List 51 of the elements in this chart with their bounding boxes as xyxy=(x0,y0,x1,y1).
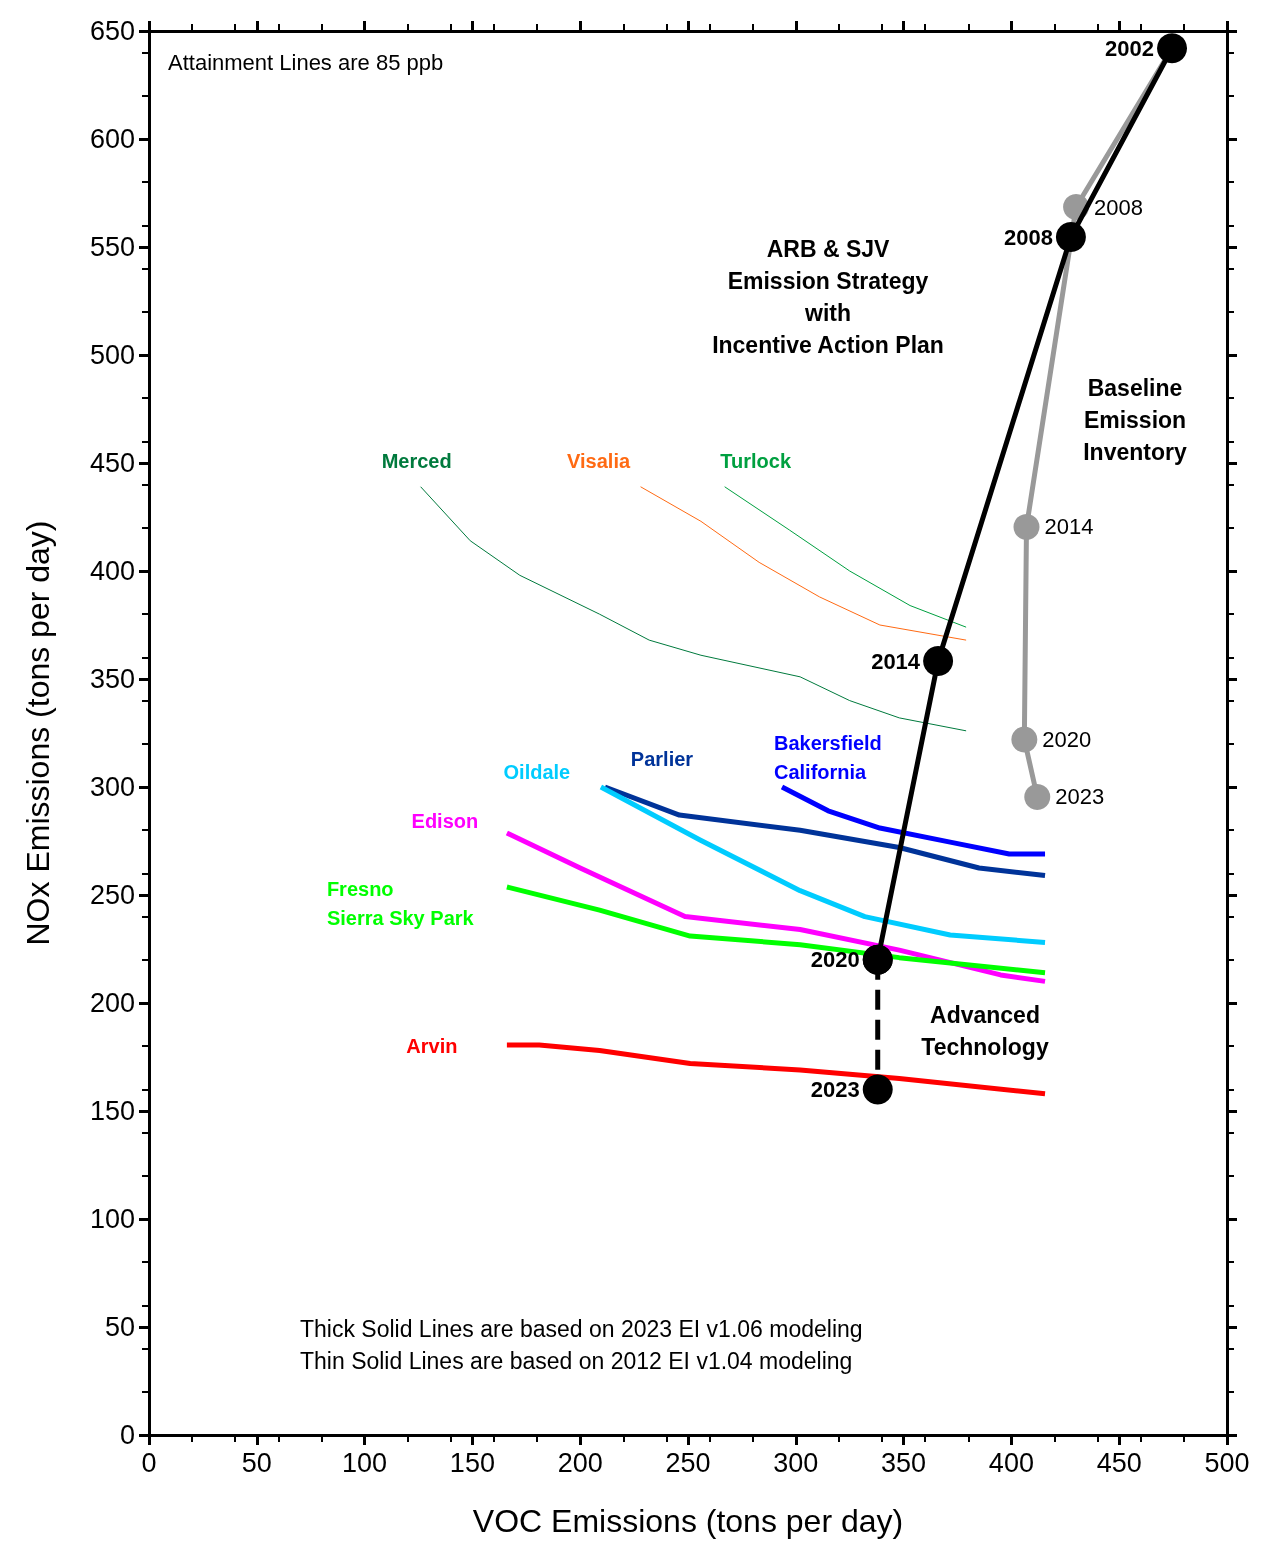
annotation: 2023 xyxy=(810,1076,860,1102)
y-tick-label: 200 xyxy=(89,988,135,1018)
x-tick-label: 250 xyxy=(665,1447,711,1478)
y-tick-label: 350 xyxy=(89,664,135,694)
series-label: Edison xyxy=(411,810,479,833)
annotation: 2020 xyxy=(1042,726,1092,752)
x-tick-label: 200 xyxy=(557,1447,603,1478)
series-label: Turlock xyxy=(720,449,792,472)
y-tick-label: 100 xyxy=(89,1204,135,1234)
annotation: 2014 xyxy=(871,648,921,674)
y-tick-label: 0 xyxy=(119,1420,135,1450)
x-tick-label: 450 xyxy=(1096,1447,1142,1478)
y-tick-label: 300 xyxy=(89,772,135,802)
series-label: Visalia xyxy=(567,449,631,472)
y-tick-label: 450 xyxy=(89,448,135,478)
annotation: 2014 xyxy=(1044,514,1094,540)
x-axis-title: VOC Emissions (tons per day) xyxy=(472,1503,904,1539)
x-tick-label: 0 xyxy=(141,1447,157,1478)
annotation: 2023 xyxy=(1055,784,1105,810)
annotation: 2008 xyxy=(1003,224,1053,250)
annotation: 2002 xyxy=(1105,35,1155,61)
y-tick-label: 400 xyxy=(89,556,135,586)
y-tick-label: 650 xyxy=(89,16,135,46)
series-label: Parlier xyxy=(630,748,694,770)
annotation: ARB & SJV Emission Strategy with Incentive Action Plan xyxy=(712,236,944,358)
annotation: 2008 xyxy=(1094,194,1144,220)
x-tick-label: 500 xyxy=(1204,1447,1250,1478)
y-tick-label: 550 xyxy=(89,232,135,262)
x-tick-label: 300 xyxy=(773,1447,819,1478)
annotation: Thick Solid Lines are based on 2023 EI v1.06 modeling xyxy=(300,1316,863,1342)
x-tick-label: 400 xyxy=(988,1447,1034,1478)
annotation: 2020 xyxy=(810,947,860,973)
x-tick-label: 150 xyxy=(449,1447,495,1478)
y-tick-label: 250 xyxy=(89,880,135,910)
x-tick-label: 100 xyxy=(342,1447,388,1478)
x-tick-label: 50 xyxy=(241,1447,272,1478)
y-tick-label: 500 xyxy=(89,340,135,370)
y-tick-label: 50 xyxy=(104,1312,135,1342)
y-tick-label: 600 xyxy=(89,124,135,154)
series-label: Fresno Sierra Sky Park xyxy=(326,877,475,929)
y-axis-title: NOx Emissions (tons per day) xyxy=(20,520,56,946)
annotation: Thin Solid Lines are based on 2012 EI v1.04 modeling xyxy=(300,1348,853,1374)
x-tick-label: 350 xyxy=(881,1447,927,1478)
annotation: Attainment Lines are 85 ppb xyxy=(168,49,444,75)
series-label: Bakersfield California xyxy=(774,731,882,783)
y-tick-label: 150 xyxy=(89,1096,135,1126)
annotation: Baseline Emission Inventory xyxy=(1083,375,1187,465)
annotation: Advanced Technology xyxy=(921,1002,1049,1060)
series-label: Oildale xyxy=(503,761,571,783)
text: Arvin xyxy=(406,1034,458,1057)
series-label: Merced xyxy=(381,449,452,472)
